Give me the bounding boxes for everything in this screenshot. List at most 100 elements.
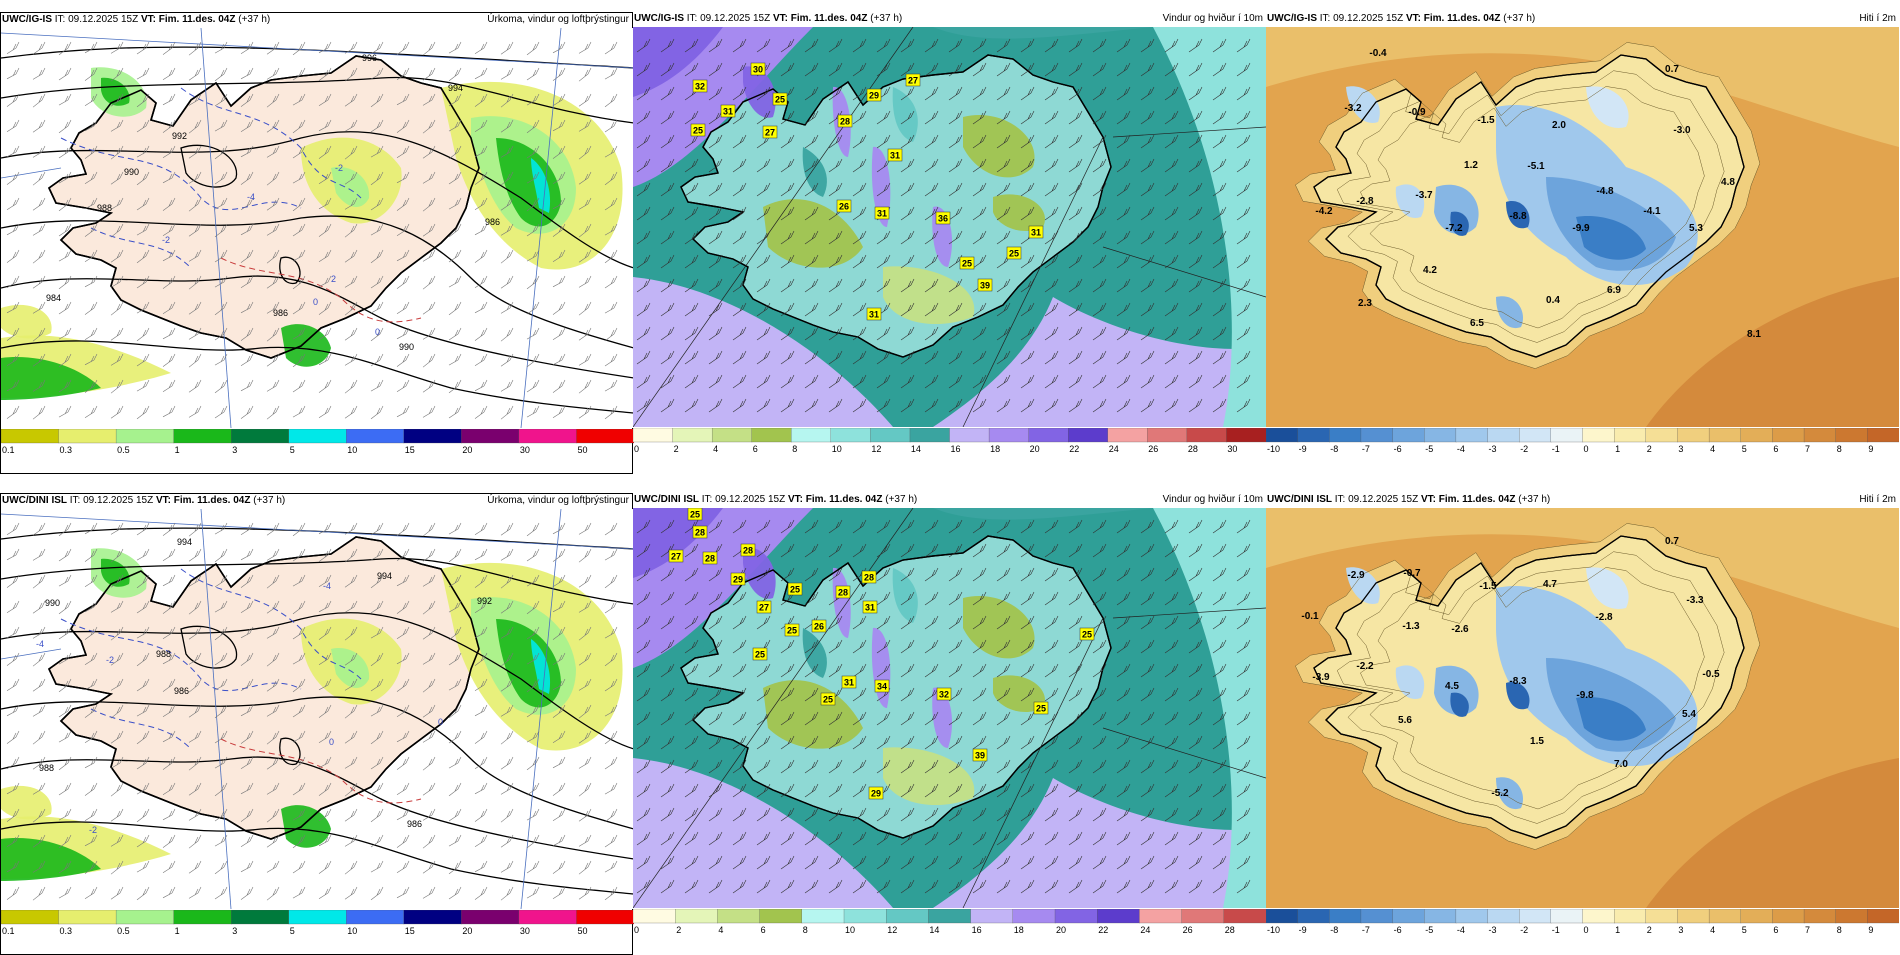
colorbar-swatch bbox=[949, 428, 990, 443]
gust-value: 39 bbox=[980, 281, 990, 291]
init-time: 09.12.2025 15Z bbox=[1348, 494, 1419, 505]
colorbar-label: -4 bbox=[1457, 925, 1465, 935]
gust-value: 28 bbox=[864, 573, 874, 583]
colorbar-swatch bbox=[346, 429, 405, 444]
gust-value: 31 bbox=[877, 209, 887, 219]
valid-time: Fim. 11.des. 04Z bbox=[158, 14, 236, 25]
colorbar-label: 6 bbox=[1773, 444, 1778, 454]
colorbar-swatch bbox=[518, 910, 578, 925]
colorbar-swatch bbox=[1223, 909, 1266, 924]
gust-marker: 29 bbox=[866, 88, 882, 102]
wind-speed-area bbox=[933, 778, 1266, 908]
init-time: 09.12.2025 15Z bbox=[68, 14, 139, 25]
gust-value: 25 bbox=[823, 695, 833, 705]
isotherm bbox=[1336, 70, 1725, 343]
gust-marker: 36 bbox=[935, 211, 951, 225]
colorbar-swatch bbox=[1329, 428, 1362, 443]
temperature-value: -3.9 bbox=[1312, 672, 1330, 683]
field-title: Hiti í 2m bbox=[1859, 13, 1896, 24]
contour-label: 994 bbox=[448, 83, 463, 93]
colorbar-label: 3 bbox=[1678, 444, 1683, 454]
colorbar-label: -7 bbox=[1362, 925, 1370, 935]
colorbar-swatch bbox=[791, 428, 832, 443]
colorbar-label: 2 bbox=[674, 444, 679, 454]
isobar bbox=[180, 144, 238, 188]
contour-label: -4 bbox=[323, 581, 331, 591]
colorbar-label: 4 bbox=[718, 925, 723, 935]
isobar bbox=[1, 46, 634, 69]
wind-speed-area bbox=[763, 199, 863, 268]
wind-speed-area bbox=[633, 758, 893, 908]
region-boundary bbox=[633, 27, 914, 427]
colorbar-label: 3 bbox=[232, 926, 237, 936]
model-name: UWC/DINI ISL bbox=[1267, 494, 1332, 505]
temperature-value: -2.8 bbox=[1595, 612, 1613, 623]
gust-marker: 27 bbox=[756, 600, 772, 614]
gust-value: 25 bbox=[790, 585, 800, 595]
gust-value: 25 bbox=[1036, 704, 1046, 714]
temperature-value: -4.1 bbox=[1643, 206, 1661, 217]
model-name: UWC/IG-IS bbox=[634, 13, 684, 24]
colorbar-swatch bbox=[1550, 909, 1584, 924]
gust-value: 32 bbox=[939, 690, 949, 700]
gust-marker: 25 bbox=[1006, 246, 1022, 260]
contour-label: 0 bbox=[438, 717, 443, 727]
gust-value: 39 bbox=[975, 751, 985, 761]
valid-label: VT: bbox=[155, 495, 171, 506]
colorbar-swatch bbox=[461, 910, 520, 925]
temperature-value: 0.4 bbox=[1546, 295, 1560, 306]
valid-label: VT: bbox=[772, 13, 788, 24]
colorbar-swatch bbox=[1266, 428, 1299, 443]
colorbar-label: 22 bbox=[1069, 444, 1079, 454]
colorbar-label: 30 bbox=[520, 445, 530, 455]
warm-sea-area bbox=[1646, 758, 1899, 908]
colorbar-swatch bbox=[1708, 428, 1742, 443]
colorbar-label: 0.3 bbox=[60, 445, 73, 455]
init-time: 09.12.2025 15Z bbox=[715, 494, 786, 505]
colorbar-swatch bbox=[1266, 909, 1299, 924]
colorbar-label: -7 bbox=[1362, 444, 1370, 454]
model-name: UWC/IG-IS bbox=[2, 14, 52, 25]
colorbar-label: 4 bbox=[1710, 925, 1715, 935]
panel-header: UWC/DINI ISL IT: 09.12.2025 15Z VT: Fim.… bbox=[633, 493, 1266, 507]
panel-run-info: UWC/DINI ISL IT: 09.12.2025 15Z VT: Fim.… bbox=[1267, 493, 1550, 507]
colorbar-temp: -10 -9 -8 -7 -6 -5 -4 -3 -2 -1 0 1 2 3 4 5 6 7 8 9 bbox=[1266, 909, 1899, 935]
gust-marker: 27 bbox=[668, 549, 684, 563]
colorbar-swatch bbox=[576, 910, 634, 925]
wind-speed-area bbox=[883, 747, 975, 806]
colorbar-label: 4 bbox=[1710, 444, 1715, 454]
colorbar-swatch bbox=[1392, 909, 1425, 924]
init-time: 09.12.2025 15Z bbox=[700, 13, 771, 24]
colorbar: 0 2 4 6 8 10 12 14 16 18 20 22 24 26 28 30 bbox=[633, 428, 1266, 458]
wind-speed-area bbox=[743, 66, 776, 118]
temperature-contour bbox=[90, 708, 192, 750]
wind-speed-area bbox=[763, 680, 863, 749]
field-title: Úrkoma, vindur og loftþrýstingur bbox=[487, 14, 629, 25]
temperature-value: -2.8 bbox=[1356, 196, 1374, 207]
graticule-line bbox=[1, 32, 634, 69]
colorbar-swatch bbox=[1360, 428, 1394, 443]
colorbar-swatch bbox=[173, 429, 232, 444]
contour-label: -2 bbox=[106, 655, 114, 665]
colorbar-swatch bbox=[231, 910, 290, 925]
colorbar-label: 6 bbox=[1773, 925, 1778, 935]
graticule-line bbox=[1, 648, 62, 660]
temperature-value: 5.3 bbox=[1689, 223, 1703, 234]
temperature-contour bbox=[90, 227, 192, 269]
gust-marker: 25 bbox=[752, 647, 768, 661]
temperature-band bbox=[1450, 692, 1469, 717]
isobar bbox=[1, 821, 634, 895]
colorbar-label: -10 bbox=[1267, 444, 1280, 454]
colorbar-label: 2 bbox=[676, 925, 681, 935]
temperature-band bbox=[1496, 777, 1524, 810]
wind-speed-area bbox=[832, 567, 851, 638]
colorbar-swatch bbox=[928, 909, 972, 924]
isotherm bbox=[1336, 551, 1725, 824]
map-canvas: 30 32 25 31 25 27 27 29 28 31 26 31 36 31 25 25 39 31 bbox=[633, 27, 1266, 427]
colorbar-swatch bbox=[1012, 909, 1056, 924]
contour-label: 0 bbox=[375, 327, 380, 337]
contour-label: 986 bbox=[174, 686, 189, 696]
temperature-value: -3.7 bbox=[1415, 190, 1433, 201]
contour-label: 994 bbox=[177, 537, 192, 547]
wind-speed-area bbox=[993, 194, 1045, 232]
